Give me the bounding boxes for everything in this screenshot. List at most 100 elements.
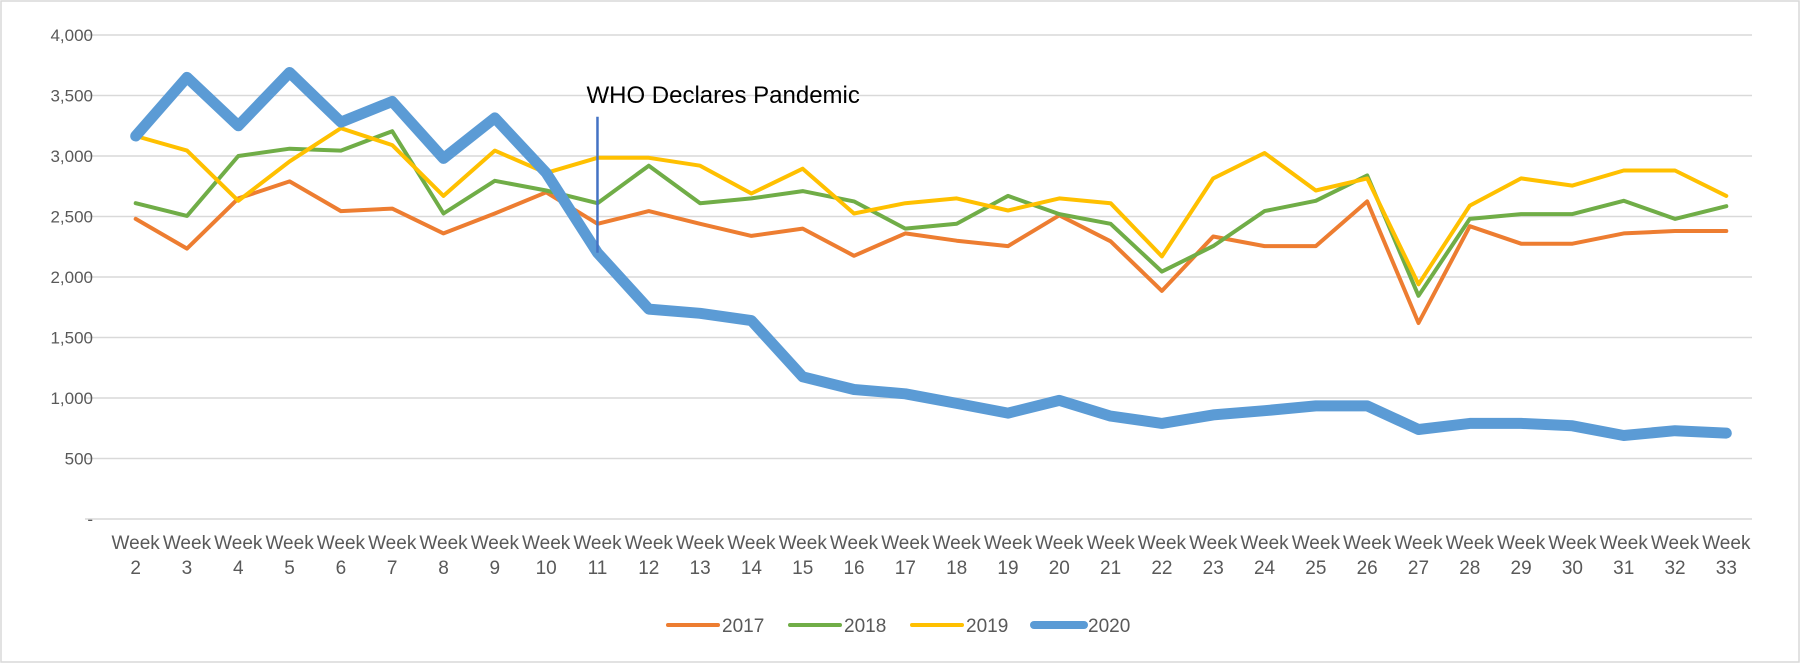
x-tick-label-line-2: 14 bbox=[741, 558, 763, 579]
x-tick-label: Week 16 bbox=[830, 533, 879, 579]
x-tick-label-line-2: 30 bbox=[1562, 558, 1583, 579]
x-tick-label: Week 30 bbox=[1548, 533, 1597, 579]
x-tick-label: Week 22 bbox=[1138, 533, 1187, 579]
x-tick-label-line-1: Week bbox=[1189, 533, 1238, 554]
x-tick-label-line-1: Week bbox=[1702, 533, 1751, 554]
x-tick-label-line-1: Week bbox=[881, 533, 930, 554]
x-tick-label: Week 28 bbox=[1446, 533, 1495, 579]
gridlines bbox=[85, 34, 1752, 520]
x-tick-label: Week 9 bbox=[471, 533, 520, 579]
x-tick-label-line-2: 19 bbox=[997, 558, 1018, 579]
x-tick-label: Week 14 bbox=[727, 533, 776, 579]
series-line-2019 bbox=[133, 126, 1729, 287]
x-tick-label-line-1: Week bbox=[984, 533, 1033, 554]
x-tick-label-line-2: 10 bbox=[536, 558, 557, 579]
x-tick-label-line-1: Week bbox=[1343, 533, 1392, 554]
annotation-label: WHO Declares Pandemic bbox=[586, 82, 859, 109]
series-line-2017 bbox=[133, 179, 1729, 325]
x-tick-label-line-1: Week bbox=[573, 533, 622, 554]
x-tick-label-line-2: 33 bbox=[1716, 558, 1737, 579]
x-tick-label: Week 31 bbox=[1600, 533, 1649, 579]
x-tick-label-line-2: 31 bbox=[1613, 558, 1634, 579]
y-tick-label: - bbox=[87, 510, 93, 529]
series-line-2020 bbox=[130, 67, 1732, 441]
x-tick-label-line-2: 24 bbox=[1254, 558, 1276, 579]
x-tick-label-line-2: 12 bbox=[638, 558, 659, 579]
x-tick-label-line-1: Week bbox=[1548, 533, 1597, 554]
legend-label-2020: 2020 bbox=[1088, 616, 1130, 637]
x-tick-label-line-2: 22 bbox=[1151, 558, 1172, 579]
x-tick-label-line-1: Week bbox=[1651, 533, 1700, 554]
x-tick-label-line-2: 13 bbox=[690, 558, 711, 579]
x-tick-label-line-1: Week bbox=[163, 533, 212, 554]
x-tick-label: Week 21 bbox=[1086, 533, 1135, 579]
x-tick-label-line-1: Week bbox=[1600, 533, 1649, 554]
x-tick-label-line-2: 9 bbox=[490, 558, 501, 579]
x-tick-label: Week 7 bbox=[368, 533, 417, 579]
x-tick-label: Week 17 bbox=[881, 533, 930, 579]
x-tick-label-line-2: 17 bbox=[895, 558, 916, 579]
x-tick-label: Week 5 bbox=[265, 533, 314, 579]
x-tick-label: Week 10 bbox=[522, 533, 571, 579]
x-tick-label-line-1: Week bbox=[471, 533, 520, 554]
y-axis-tick-labels: - 500 1,000 1,500 2,000 2,500 3,000 3,500 4,000 bbox=[50, 26, 93, 529]
x-tick-label: Week 29 bbox=[1497, 533, 1546, 579]
y-tick-label: 3,000 bbox=[50, 147, 93, 166]
x-tick-label-line-1: Week bbox=[676, 533, 725, 554]
x-tick-label-line-1: Week bbox=[1446, 533, 1495, 554]
x-tick-label-line-2: 23 bbox=[1203, 558, 1224, 579]
x-tick-label-line-2: 27 bbox=[1408, 558, 1429, 579]
x-tick-label: Week 27 bbox=[1394, 533, 1443, 579]
x-tick-label-line-1: Week bbox=[1035, 533, 1084, 554]
x-tick-label-line-1: Week bbox=[625, 533, 674, 554]
x-tick-label-line-2: 28 bbox=[1459, 558, 1480, 579]
y-tick-label: 500 bbox=[65, 450, 93, 469]
annotation: WHO Declares Pandemic bbox=[586, 82, 860, 253]
x-tick-label-line-1: Week bbox=[265, 533, 314, 554]
x-tick-label: Week 25 bbox=[1292, 533, 1341, 579]
x-tick-label-line-2: 6 bbox=[336, 558, 347, 579]
x-tick-label-line-2: 11 bbox=[588, 558, 608, 579]
x-tick-label: Week 6 bbox=[317, 533, 366, 579]
x-tick-label-line-2: 2 bbox=[130, 558, 141, 579]
x-tick-label-line-1: Week bbox=[419, 533, 468, 554]
x-tick-label-line-2: 20 bbox=[1049, 558, 1070, 579]
x-tick-label-line-1: Week bbox=[727, 533, 776, 554]
y-tick-label: 1,500 bbox=[50, 329, 93, 348]
x-axis-tick-labels: Week 2 Week 3 Week 4 Week 5 Week 6 Week 7 Week 8 Week 9… bbox=[112, 533, 1751, 579]
x-tick-label-line-2: 8 bbox=[438, 558, 449, 579]
x-tick-label-line-2: 32 bbox=[1664, 558, 1685, 579]
x-tick-label: Week 23 bbox=[1189, 533, 1238, 579]
x-tick-label-line-1: Week bbox=[522, 533, 571, 554]
x-tick-label: Week 18 bbox=[933, 533, 982, 579]
x-tick-label: Week 2 bbox=[112, 533, 161, 579]
x-tick-label: Week 19 bbox=[984, 533, 1033, 579]
x-tick-label-line-1: Week bbox=[1240, 533, 1289, 554]
x-tick-label: Week 24 bbox=[1240, 533, 1289, 579]
x-tick-label: Week 4 bbox=[214, 533, 263, 579]
x-tick-label-line-1: Week bbox=[779, 533, 828, 554]
x-tick-label: Week 8 bbox=[419, 533, 468, 579]
x-tick-label-line-2: 5 bbox=[284, 558, 295, 579]
y-tick-label: 4,000 bbox=[50, 26, 93, 45]
x-tick-label-line-2: 16 bbox=[843, 558, 864, 579]
x-tick-label-line-1: Week bbox=[1497, 533, 1546, 554]
y-tick-label: 3,500 bbox=[50, 87, 93, 106]
y-tick-label: 2,500 bbox=[50, 208, 93, 227]
x-tick-label-line-1: Week bbox=[1394, 533, 1443, 554]
x-tick-label-line-1: Week bbox=[830, 533, 879, 554]
x-tick-label-line-1: Week bbox=[1086, 533, 1135, 554]
legend-label-2018: 2018 bbox=[844, 616, 886, 637]
x-tick-label: Week 26 bbox=[1343, 533, 1392, 579]
x-tick-label-line-1: Week bbox=[1292, 533, 1341, 554]
x-tick-label-line-2: 7 bbox=[387, 558, 398, 579]
x-tick-label-line-1: Week bbox=[933, 533, 982, 554]
series-line-2018 bbox=[133, 129, 1729, 298]
x-tick-label-line-1: Week bbox=[368, 533, 417, 554]
legend-label-2019: 2019 bbox=[966, 616, 1008, 637]
x-tick-label-line-2: 21 bbox=[1100, 558, 1121, 579]
x-tick-label-line-1: Week bbox=[1138, 533, 1187, 554]
x-tick-label: Week 13 bbox=[676, 533, 725, 579]
